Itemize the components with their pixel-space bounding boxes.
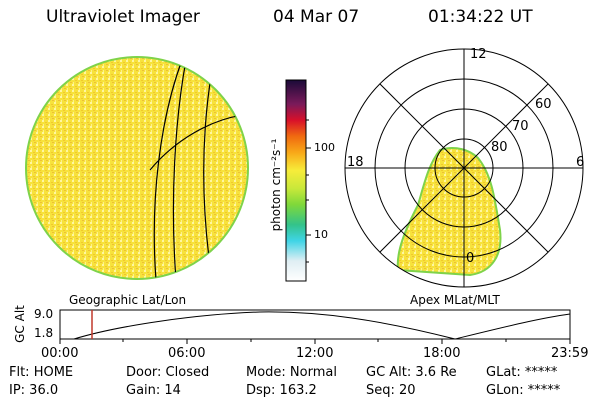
geographic-panel-label: Geographic Lat/Lon <box>69 293 187 307</box>
image-time: 01:34:22 UT <box>428 7 533 27</box>
altitude-curve <box>73 311 571 340</box>
orbit-ytick-min: 1.8 <box>34 326 54 340</box>
status-gain: Gain: 14 <box>126 383 181 398</box>
orbit-xtick-0000: 00:00 <box>41 346 79 361</box>
mlt-label-18: 18 <box>347 155 364 170</box>
orbit-xtick-2359: 23:59 <box>551 346 589 361</box>
mlt-label-6: 6 <box>576 155 585 170</box>
status-glat: GLat: ***** <box>486 365 558 380</box>
status-dsp: Dsp: 163.2 <box>246 383 317 398</box>
status-door: Door: Closed <box>126 365 210 380</box>
geographic-grid-lines <box>149 59 244 279</box>
mlt-label-0: 0 <box>466 251 475 266</box>
status-gc-alt: GC Alt: 3.6 Re <box>366 365 457 380</box>
status-flt: Flt: HOME <box>9 365 74 380</box>
orbit-ytick-max: 9.0 <box>34 307 54 321</box>
orbit-xtick-1800: 18:00 <box>423 346 461 361</box>
mlat-label-80: 80 <box>491 140 508 155</box>
orbit-xtick-0600: 06:00 <box>168 346 206 361</box>
colorbar <box>285 79 311 282</box>
mlat-label-60: 60 <box>535 97 552 112</box>
colorbar-label: photon cm⁻²s⁻¹ <box>269 138 283 232</box>
apex-polar-plot <box>344 48 584 288</box>
apex-panel-label: Apex MLat/MLT <box>410 293 500 307</box>
colorbar-tick-10: 10 <box>314 228 328 241</box>
mlt-label-12: 12 <box>470 47 487 62</box>
orbit-ylabel: GC Alt <box>13 305 27 343</box>
instrument-title: Ultraviolet Imager <box>46 7 200 27</box>
geographic-disk <box>25 56 249 280</box>
status-mode: Mode: Normal <box>246 365 337 380</box>
status-glon: GLon: ***** <box>486 383 561 398</box>
status-ip: IP: 36.0 <box>9 383 59 398</box>
status-seq: Seq: 20 <box>366 383 416 398</box>
orbit-altitude-plot <box>59 309 571 344</box>
mlat-label-70: 70 <box>512 119 529 134</box>
colorbar-tick-100: 100 <box>314 141 335 154</box>
image-date: 04 Mar 07 <box>273 7 360 27</box>
orbit-xtick-1200: 12:00 <box>296 346 334 361</box>
